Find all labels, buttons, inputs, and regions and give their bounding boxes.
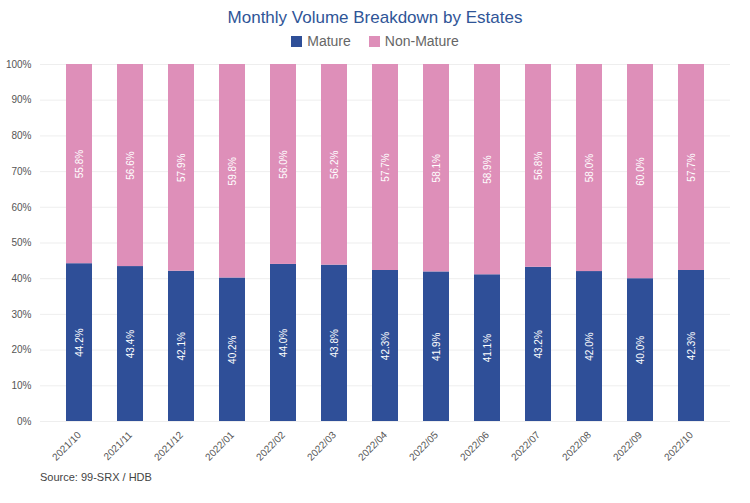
- svg-text:40%: 40%: [11, 273, 31, 284]
- svg-text:40.0%: 40.0%: [635, 336, 646, 364]
- svg-text:2022/07: 2022/07: [509, 429, 543, 463]
- svg-text:43.2%: 43.2%: [533, 330, 544, 358]
- html-text:Monthly Volume Breakdown by Es: Monthly Volume Breakdown by Estates: [227, 8, 523, 27]
- svg-text:40.2%: 40.2%: [227, 335, 238, 363]
- svg-text:2021/11: 2021/11: [101, 429, 134, 462]
- svg-text:2021/12: 2021/12: [152, 429, 186, 463]
- svg-text:70%: 70%: [11, 166, 31, 177]
- svg-text:55.8%: 55.8%: [74, 150, 85, 178]
- svg-text:59.8%: 59.8%: [227, 157, 238, 185]
- html-text:Source: 99-SRX / HDB: Source: 99-SRX / HDB: [40, 471, 152, 483]
- svg-text:10%: 10%: [11, 380, 31, 391]
- svg-text:2022/01: 2022/01: [203, 429, 237, 463]
- svg-text:0%: 0%: [17, 416, 32, 427]
- svg-text:56.6%: 56.6%: [125, 151, 136, 179]
- svg-text:56.2%: 56.2%: [329, 151, 340, 179]
- svg-text:43.4%: 43.4%: [125, 330, 136, 358]
- svg-text:100%: 100%: [6, 59, 32, 70]
- svg-text:41.1%: 41.1%: [482, 334, 493, 362]
- svg-text:42.3%: 42.3%: [686, 332, 697, 360]
- svg-text:57.9%: 57.9%: [176, 154, 187, 182]
- svg-text:57.7%: 57.7%: [686, 153, 697, 181]
- svg-text:2021/10: 2021/10: [50, 429, 84, 463]
- svg-text:42.0%: 42.0%: [584, 332, 595, 360]
- svg-text:2022/04: 2022/04: [356, 429, 390, 463]
- svg-text:44.2%: 44.2%: [74, 328, 85, 356]
- svg-text:30%: 30%: [11, 309, 31, 320]
- svg-text:80%: 80%: [11, 130, 31, 141]
- svg-text:60.0%: 60.0%: [635, 157, 646, 185]
- html-text:Mature: Mature: [307, 33, 351, 49]
- svg-text:2022/09: 2022/09: [611, 429, 645, 463]
- svg-text:20%: 20%: [11, 344, 31, 355]
- svg-text:42.3%: 42.3%: [380, 332, 391, 360]
- svg-text:58.0%: 58.0%: [584, 154, 595, 182]
- svg-text:2022/06: 2022/06: [458, 429, 492, 463]
- svg-text:56.0%: 56.0%: [278, 150, 289, 178]
- svg-text:56.8%: 56.8%: [533, 152, 544, 180]
- svg-text:50%: 50%: [11, 237, 31, 248]
- svg-text:60%: 60%: [11, 202, 31, 213]
- svg-text:2022/03: 2022/03: [305, 429, 339, 463]
- svg-text:2022/08: 2022/08: [560, 429, 594, 463]
- svg-text:44.0%: 44.0%: [278, 329, 289, 357]
- svg-text:58.1%: 58.1%: [431, 154, 442, 182]
- svg-text:2022/05: 2022/05: [407, 429, 441, 463]
- html-text:Non-Mature: Non-Mature: [384, 33, 459, 49]
- svg-text:57.7%: 57.7%: [380, 153, 391, 181]
- svg-text:2022/02: 2022/02: [254, 429, 288, 463]
- svg-text:58.9%: 58.9%: [482, 155, 493, 183]
- svg-text:41.9%: 41.9%: [431, 332, 442, 360]
- svg-text:42.1%: 42.1%: [176, 332, 187, 360]
- svg-text:2022/10: 2022/10: [662, 429, 696, 463]
- svg-text:90%: 90%: [11, 94, 31, 105]
- svg-text:43.8%: 43.8%: [329, 329, 340, 357]
